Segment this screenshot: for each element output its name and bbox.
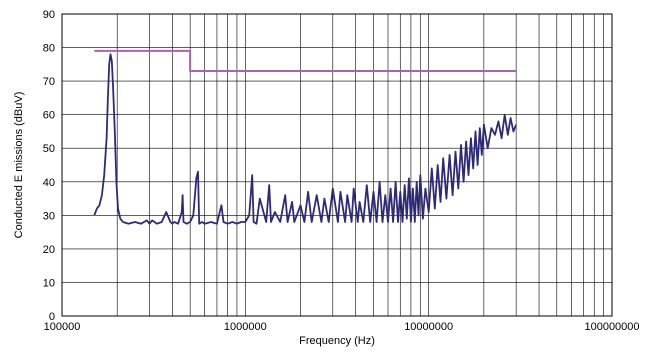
series-layer xyxy=(93,49,517,225)
y-tick-label: 60 xyxy=(43,110,55,122)
grid-lines xyxy=(61,13,612,317)
y-tick-label: 90 xyxy=(43,9,55,21)
y-tick-label: 20 xyxy=(43,244,55,256)
y-tick-label: 30 xyxy=(43,210,55,222)
y-tick-label: 70 xyxy=(43,76,55,88)
x-tick-label: 100000 xyxy=(44,321,81,333)
y-tick-label: 0 xyxy=(49,311,55,323)
axes xyxy=(61,13,613,317)
x-tick-label: 100000000 xyxy=(584,321,639,333)
emissions-line xyxy=(93,53,517,225)
x-axis-title: Frequency (Hz) xyxy=(299,335,375,347)
x-tick-label: 1000000 xyxy=(224,321,267,333)
limit-line xyxy=(94,49,517,72)
x-tick-label: 10000000 xyxy=(404,321,453,333)
y-tick-label: 10 xyxy=(43,277,55,289)
y-axis-title: Conducted E missions (dBuV) xyxy=(13,92,25,239)
y-tick-label: 50 xyxy=(43,143,55,155)
plot-frame xyxy=(61,13,613,317)
y-tick-label: 40 xyxy=(43,177,55,189)
y-tick-label: 80 xyxy=(43,43,55,55)
tick-labels: 0 10 20 30 40 50 60 70 80 90 100000 1000000 10000000… xyxy=(43,9,640,333)
